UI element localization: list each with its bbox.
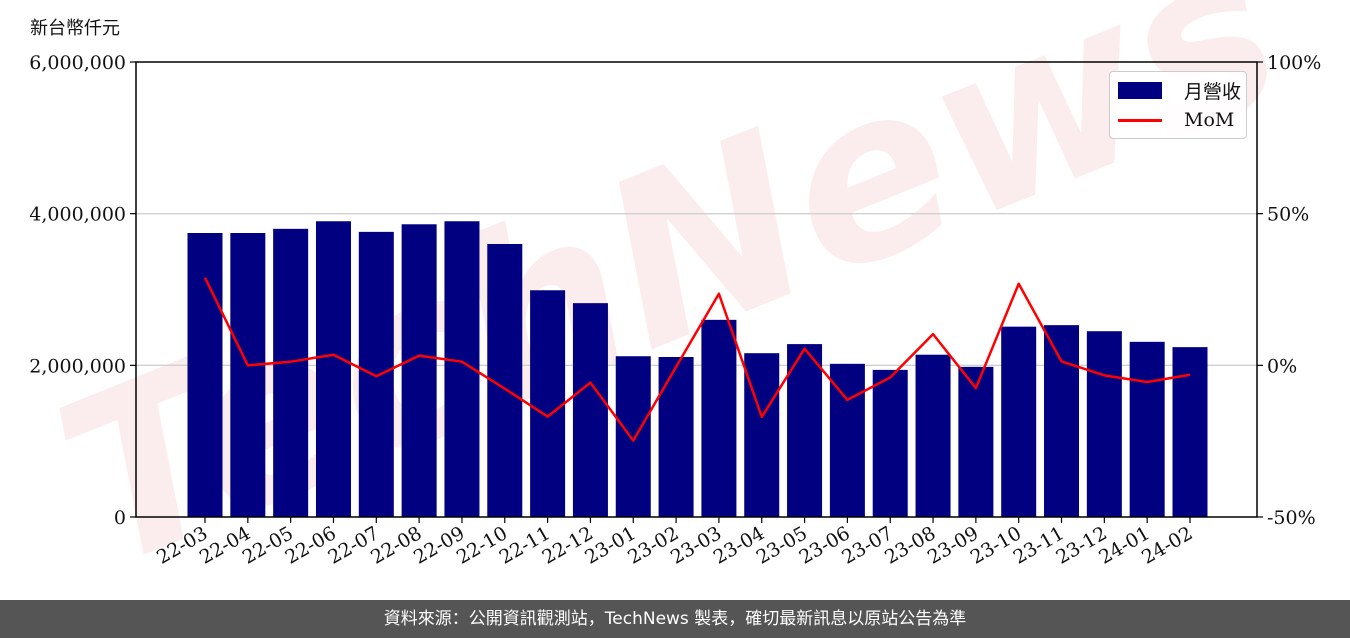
bar-23-04 bbox=[744, 353, 780, 517]
legend-label-revenue: 月營收 bbox=[1184, 80, 1242, 103]
y-right-tick-label: -50% bbox=[1267, 507, 1316, 529]
y-left-tick-label: 6,000,000 bbox=[29, 52, 126, 74]
bar-23-08 bbox=[915, 354, 951, 517]
mom-line bbox=[203, 277, 1191, 442]
bar-23-06 bbox=[829, 363, 865, 517]
x-tick-label: 24-02 bbox=[1138, 522, 1196, 568]
bar-23-10 bbox=[1001, 326, 1037, 517]
y-left-tick-label: 4,000,000 bbox=[29, 204, 126, 226]
bar-22-05 bbox=[273, 228, 309, 518]
legend-bar-swatch bbox=[1118, 81, 1162, 99]
bar-22-04 bbox=[230, 233, 266, 518]
bar-22-11 bbox=[530, 290, 566, 517]
bar-22-03 bbox=[187, 233, 223, 518]
legend-label-mom: MoM bbox=[1184, 109, 1235, 131]
y-left-tick-label: 0 bbox=[114, 507, 126, 529]
bar-23-09 bbox=[958, 366, 994, 517]
bar-23-03 bbox=[701, 319, 737, 517]
bar-22-08 bbox=[401, 224, 437, 518]
bar-22-12 bbox=[572, 303, 608, 517]
unit-label: 新台幣仟元 bbox=[30, 18, 120, 39]
y-right-tick-label: 50% bbox=[1267, 204, 1309, 226]
legend-line-swatch bbox=[1118, 118, 1162, 122]
bar-22-06 bbox=[315, 221, 351, 517]
bar-23-05 bbox=[787, 344, 823, 517]
chart: TechNews02,000,0004,000,0006,000,000-50%… bbox=[27, 0, 1322, 600]
y-left-tick-label: 2,000,000 bbox=[29, 355, 126, 377]
bar-24-01 bbox=[1129, 341, 1165, 517]
bar-23-12 bbox=[1086, 331, 1122, 517]
legend: 月營收 MoM bbox=[1109, 71, 1247, 139]
bar-23-11 bbox=[1044, 325, 1080, 517]
bar-23-02 bbox=[658, 356, 694, 517]
plot-frame bbox=[135, 61, 1258, 518]
bar-22-07 bbox=[358, 231, 394, 517]
legend-item-mom: MoM bbox=[1118, 108, 1234, 132]
y-right-tick-label: 0% bbox=[1267, 355, 1297, 377]
bar-23-01 bbox=[615, 356, 651, 517]
bar-23-07 bbox=[872, 369, 908, 517]
legend-item-revenue: 月營收 bbox=[1118, 78, 1242, 103]
footer-source: 資料來源：公開資訊觀測站，TechNews 製表，確切最新訊息以原站公告為準 bbox=[0, 600, 1350, 638]
bar-24-02 bbox=[1172, 347, 1208, 517]
y-right-tick-label: 100% bbox=[1267, 52, 1321, 74]
